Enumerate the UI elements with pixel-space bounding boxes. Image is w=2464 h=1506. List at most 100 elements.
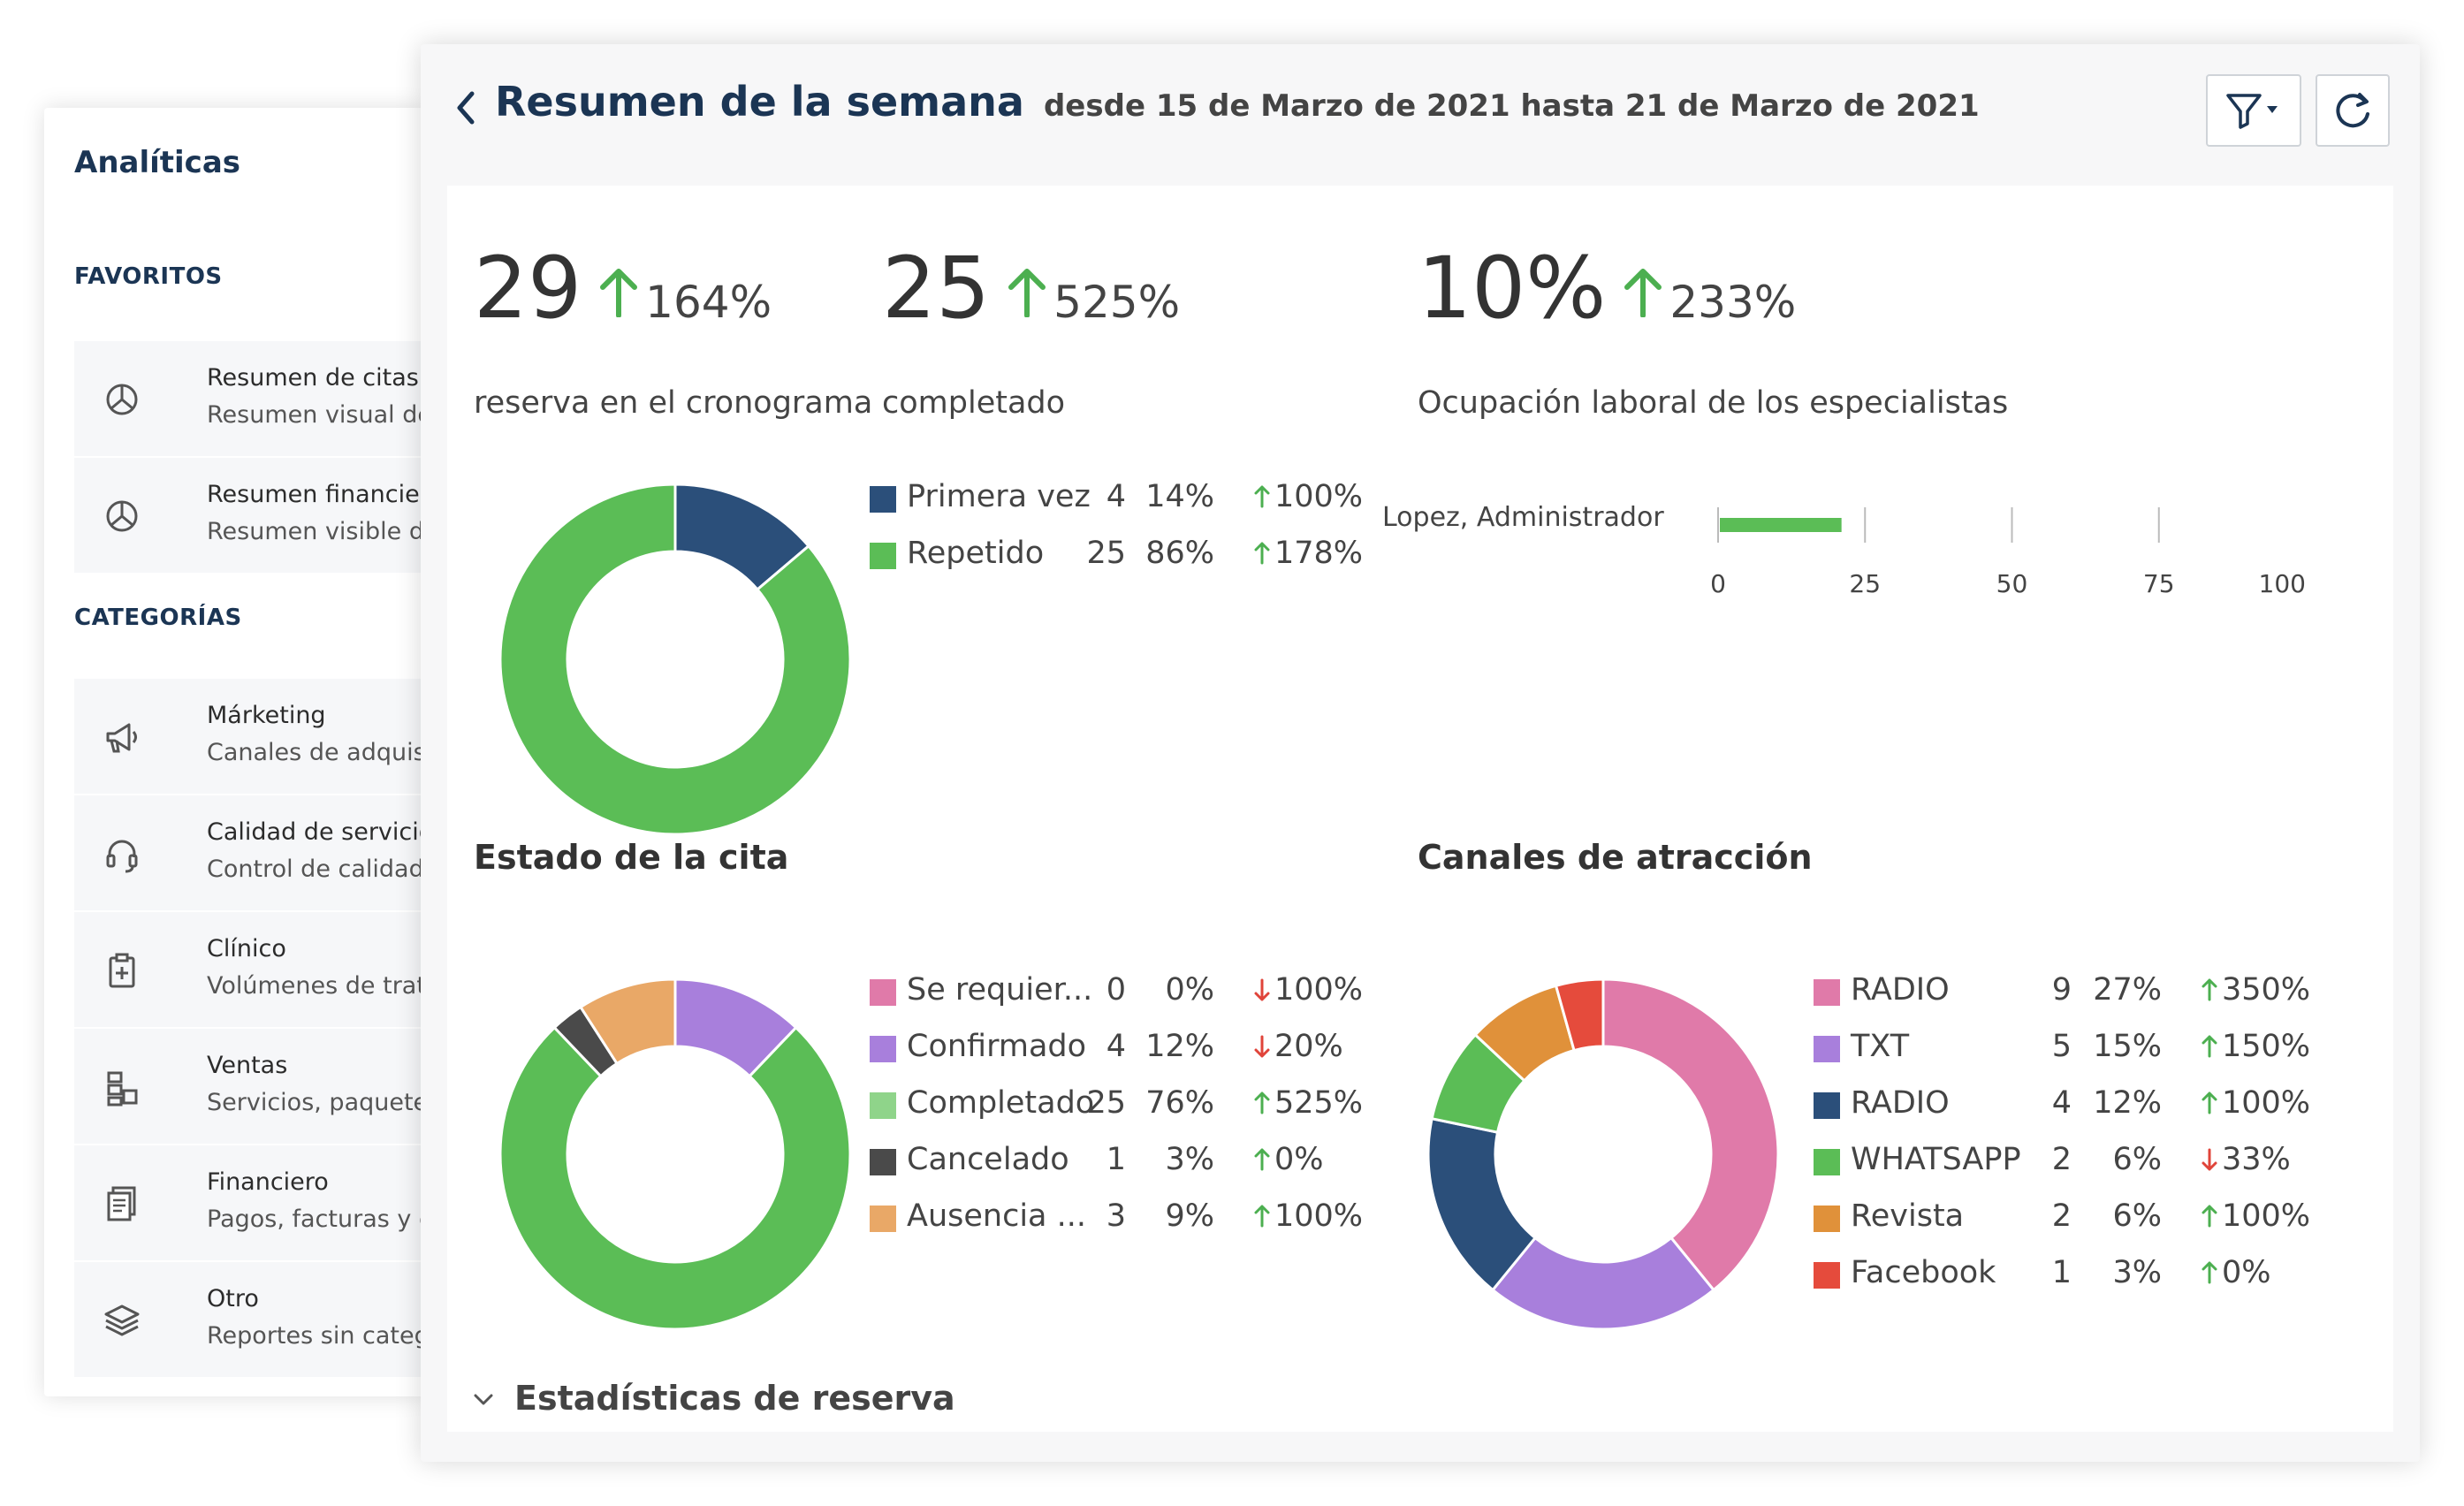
sidebar-item-calidad-de-servicio[interactable]: Calidad de servicio Control de calidad en… (74, 795, 424, 912)
categories-heading: CATEGORÍAS (74, 605, 242, 631)
legend-change-value: 20% (1274, 1029, 1343, 1064)
sidebar-item-ventas[interactable]: Ventas Servicios, paquetes mé (74, 1029, 424, 1145)
donut-slice-facebook[interactable] (1554, 977, 1605, 1053)
legend-label: RADIO (1851, 1085, 1950, 1121)
legend-change: 178% (1253, 536, 1363, 571)
sidebar-item-title: Otro (207, 1285, 259, 1312)
kpi-change: 233% (1669, 277, 1797, 328)
legend-percent: 14% (1145, 479, 1214, 514)
kpi-label: reserva en el cronograma (474, 385, 873, 421)
chevron-left-icon[interactable] (452, 88, 479, 127)
legend-change-value: 525% (1274, 1085, 1364, 1121)
legend-count: 0 (1106, 972, 1126, 1008)
arrow-up-icon (1254, 542, 1270, 565)
legend-count: 25 (1086, 1085, 1126, 1121)
sidebar-item-resumen-financiero[interactable]: Resumen financiero Resumen visible de ind (74, 458, 424, 574)
legend-change-value: 100% (2222, 1085, 2311, 1121)
filter-button[interactable] (2206, 74, 2301, 147)
sidebar-item-clínico[interactable]: Clínico Volúmenes de tratamie (74, 912, 424, 1029)
arrow-down-icon (2202, 1148, 2217, 1171)
legend-change: 350% (2201, 972, 2310, 1008)
legend-count: 5 (2051, 1029, 2072, 1064)
donut-slice-txt[interactable] (1490, 1236, 1716, 1331)
donut-slice-repetido[interactable] (498, 483, 852, 836)
booking-stats-toggle[interactable]: Estadísticas de reserva (474, 1379, 955, 1418)
legend-count: 4 (1106, 479, 1126, 514)
legend-change-value: 150% (2222, 1029, 2311, 1064)
sidebar-item-title: Resumen financiero (207, 481, 424, 508)
analytics-sidebar: Analíticas FAVORITOS Resumen de citas Res… (44, 108, 424, 1396)
megaphone-icon (101, 716, 143, 758)
arrow-down-icon (1254, 1035, 1270, 1058)
acquisition-channels-donut (1426, 977, 1780, 1331)
donut-slice-radio[interactable] (1601, 977, 1780, 1292)
legend-percent: 6% (2112, 1142, 2162, 1177)
kpi-label: completado (882, 385, 1066, 421)
sidebar-item-subtitle: Resumen visual de cita (207, 401, 424, 429)
legend-count: 2 (2051, 1198, 2072, 1234)
donut-slice-ausencia-[interactable] (578, 977, 677, 1066)
sidebar-title: Analíticas (74, 145, 241, 180)
legend-swatch (870, 979, 896, 1006)
tick-label: 75 (2143, 569, 2175, 598)
legend-change-value: 350% (2222, 972, 2311, 1008)
refresh-icon (2336, 93, 2369, 128)
chevron-down-icon (474, 1394, 493, 1405)
layers-icon (101, 1299, 143, 1342)
occupancy-bar-chart: 0 25 50 75 100 (1710, 507, 2306, 598)
sidebar-item-otro[interactable]: Otro Reportes sin categoría (74, 1262, 424, 1379)
sidebar-item-subtitle: Canales de adquisición (207, 739, 424, 766)
arrow-up-icon (1254, 485, 1270, 508)
date-range: desde 15 de Marzo de 2021 hasta 21 de Ma… (1043, 88, 1980, 124)
page-title: Resumen de la semana desde 15 de Marzo d… (495, 78, 1980, 126)
sidebar-item-title: Resumen de citas (207, 364, 419, 392)
appointment-status-title: Estado de la cita (474, 838, 789, 877)
legend-label: Primera vez (907, 479, 1091, 514)
sidebar-item-title: Financiero (207, 1168, 329, 1196)
legend-label: TXT (1851, 1029, 1910, 1064)
headset-icon (101, 833, 143, 875)
categories-list: Márketing Canales de adquisición Calidad d… (74, 679, 424, 1379)
legend-swatch (870, 1149, 896, 1175)
legend-swatch (870, 486, 896, 513)
sidebar-item-title: Ventas (207, 1052, 288, 1079)
kpi-completed: 25 525% (882, 239, 1180, 338)
legend-change: 0% (2201, 1255, 2271, 1290)
refresh-button[interactable] (2316, 74, 2390, 147)
legend-swatch (1814, 979, 1840, 1006)
legend-percent: 86% (1145, 536, 1214, 571)
legend-percent: 76% (1145, 1085, 1214, 1121)
pie-chart-icon (101, 378, 143, 421)
tick-label: 100 (2259, 569, 2306, 598)
first-time-vs-repeat-donut (498, 483, 852, 836)
legend-swatch (1814, 1036, 1840, 1062)
legend-swatch (870, 543, 896, 569)
legend-count: 1 (1106, 1142, 1126, 1177)
legend-percent: 15% (2093, 1029, 2162, 1064)
sidebar-item-subtitle: Volúmenes de tratamie (207, 972, 424, 1000)
sidebar-item-financiero[interactable]: Financiero Pagos, facturas y conta (74, 1145, 424, 1262)
boxes-icon (101, 1066, 143, 1108)
legend-percent: 12% (1145, 1029, 1214, 1064)
kpi-change: 164% (645, 277, 772, 328)
legend-change-value: 0% (1274, 1142, 1324, 1177)
donut-slice-completado[interactable] (498, 1025, 852, 1331)
legend-percent: 9% (1165, 1198, 1214, 1234)
legend-change: 100% (2201, 1198, 2310, 1234)
kpi-change: 525% (1053, 277, 1181, 328)
kpi-bookings: 29 164% (474, 239, 772, 338)
legend-percent: 3% (1165, 1142, 1214, 1177)
sidebar-item-resumen-de-citas[interactable]: Resumen de citas Resumen visual de cita (74, 341, 424, 458)
sidebar-item-márketing[interactable]: Márketing Canales de adquisición (74, 679, 424, 795)
legend-label: Se requier... (907, 972, 1093, 1008)
sidebar-item-title: Márketing (207, 702, 326, 729)
summary-content: 29 164% reserva en el cronograma 25 525% c… (447, 186, 2393, 1432)
sidebar-item-subtitle: Pagos, facturas y conta (207, 1206, 424, 1233)
legend-count: 3 (1106, 1198, 1126, 1234)
occupancy-bar[interactable] (1720, 518, 1842, 532)
legend-swatch (870, 1092, 896, 1119)
legend-label: Revista (1851, 1198, 1965, 1234)
legend-label: RADIO (1851, 972, 1950, 1008)
legend-swatch (870, 1036, 896, 1062)
legend-change: 100% (1253, 1198, 1363, 1234)
